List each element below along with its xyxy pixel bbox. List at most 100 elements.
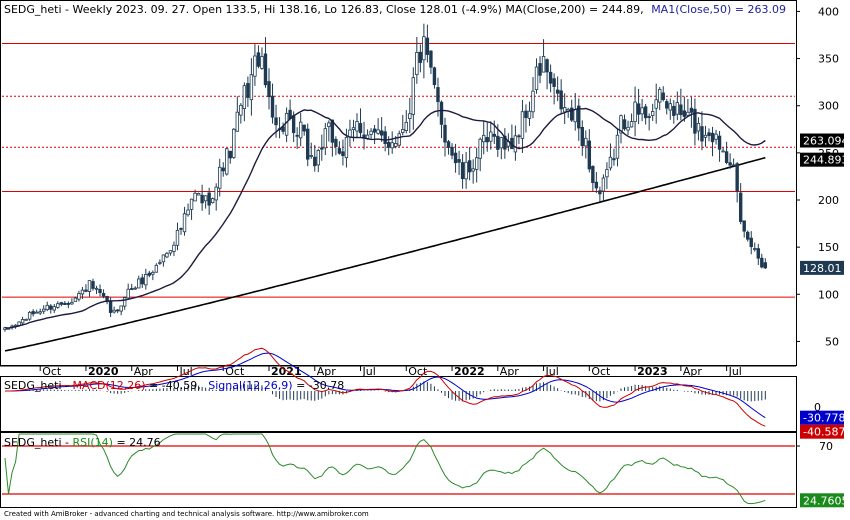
candle bbox=[675, 91, 680, 121]
candle-body bbox=[443, 124, 447, 143]
candle bbox=[552, 73, 556, 105]
candle bbox=[313, 144, 317, 172]
ma200-label: MA(Close,200) = 244.89, bbox=[505, 3, 643, 16]
candle bbox=[27, 311, 32, 321]
candle-body bbox=[760, 257, 764, 268]
candle bbox=[298, 112, 303, 147]
candle bbox=[228, 150, 232, 164]
ma50-line bbox=[4, 107, 766, 329]
candle-body bbox=[457, 159, 461, 163]
candle-body bbox=[422, 36, 426, 61]
candle bbox=[193, 189, 197, 202]
candle-body bbox=[330, 119, 335, 143]
macd-line bbox=[5, 347, 766, 427]
x-tick-label: Oct bbox=[42, 365, 62, 378]
candle-body bbox=[80, 289, 85, 295]
macd-panel-frame bbox=[0, 376, 797, 432]
candle-body bbox=[267, 81, 271, 98]
rsi-line bbox=[4, 433, 766, 505]
x-tick-label: Apr bbox=[317, 365, 337, 378]
candle-body bbox=[710, 132, 715, 143]
ma200-line bbox=[4, 156, 766, 352]
candle bbox=[232, 128, 236, 159]
candle bbox=[464, 151, 468, 189]
candle bbox=[404, 109, 408, 134]
macd-title-prefix: SEDG_heti - bbox=[4, 379, 73, 392]
candle-body bbox=[408, 113, 412, 119]
candle-body bbox=[210, 198, 215, 204]
candle bbox=[133, 286, 137, 290]
rsi-label: RSI(14) bbox=[73, 436, 113, 449]
candle-body bbox=[249, 74, 254, 101]
candle-body bbox=[700, 126, 704, 142]
candle bbox=[165, 251, 169, 259]
candle-body bbox=[573, 109, 577, 123]
candle-body bbox=[221, 167, 225, 172]
x-tick-label: 2020 bbox=[88, 365, 119, 378]
candle-body bbox=[517, 135, 521, 138]
candle bbox=[629, 113, 634, 128]
candle-body bbox=[742, 220, 746, 232]
candle bbox=[73, 296, 78, 302]
candle bbox=[31, 309, 35, 317]
candle bbox=[559, 79, 563, 115]
candle bbox=[724, 141, 729, 165]
price-tick-label: 100 bbox=[818, 288, 839, 301]
candle-body bbox=[401, 128, 405, 133]
candle bbox=[52, 303, 56, 313]
candle-body bbox=[193, 192, 197, 202]
candle-body bbox=[34, 311, 39, 314]
rsi-title: SEDG_heti - RSI(14) = 24.76 bbox=[4, 436, 161, 449]
candle-body bbox=[499, 137, 504, 149]
candle-body bbox=[323, 128, 328, 149]
candle-body bbox=[309, 155, 313, 157]
candle bbox=[77, 290, 81, 302]
candle-body bbox=[619, 115, 623, 134]
candle-body bbox=[492, 133, 496, 137]
candle bbox=[700, 111, 704, 151]
candle bbox=[45, 301, 49, 312]
candle bbox=[643, 103, 648, 125]
candle bbox=[369, 128, 373, 139]
rsi-panel: 70 SEDG_heti - RSI(14) = 24.76 24.7605 bbox=[0, 432, 849, 508]
price-title-main: SEDG_heti - Weekly 2023. 09. 27. Open 13… bbox=[4, 3, 502, 16]
candle bbox=[728, 153, 732, 169]
candle bbox=[179, 227, 183, 235]
candle bbox=[531, 76, 535, 119]
candle bbox=[80, 286, 85, 299]
candle-body bbox=[316, 149, 320, 166]
candle bbox=[235, 96, 240, 132]
candle-body bbox=[140, 277, 144, 285]
candle-body bbox=[640, 107, 644, 115]
candle-body bbox=[239, 104, 243, 116]
candle-body bbox=[527, 110, 532, 119]
candle bbox=[446, 139, 451, 155]
candle bbox=[534, 58, 539, 94]
candle-body bbox=[77, 293, 81, 300]
candle bbox=[112, 306, 116, 314]
candle bbox=[210, 197, 215, 204]
candle-body bbox=[598, 190, 602, 195]
candle bbox=[341, 139, 345, 166]
last-close-badge-bg bbox=[800, 260, 844, 275]
candle bbox=[309, 142, 313, 159]
candle-body bbox=[108, 301, 113, 313]
candle-body bbox=[295, 134, 299, 137]
candle bbox=[397, 130, 401, 147]
candle bbox=[619, 114, 623, 144]
candle bbox=[661, 86, 665, 102]
candle-body bbox=[460, 162, 465, 180]
x-tick-label: Apr bbox=[500, 365, 520, 378]
candle bbox=[372, 124, 377, 145]
candle-body bbox=[130, 288, 134, 290]
candle-body bbox=[101, 292, 106, 297]
candle bbox=[151, 270, 155, 281]
candle-body bbox=[228, 150, 232, 159]
candle-body bbox=[306, 128, 310, 160]
candle bbox=[429, 50, 433, 74]
rsi-value: = 24.76 bbox=[116, 436, 160, 449]
candle-body bbox=[66, 302, 71, 305]
candle-body bbox=[27, 311, 32, 320]
candle bbox=[738, 183, 743, 225]
candle bbox=[337, 141, 342, 155]
